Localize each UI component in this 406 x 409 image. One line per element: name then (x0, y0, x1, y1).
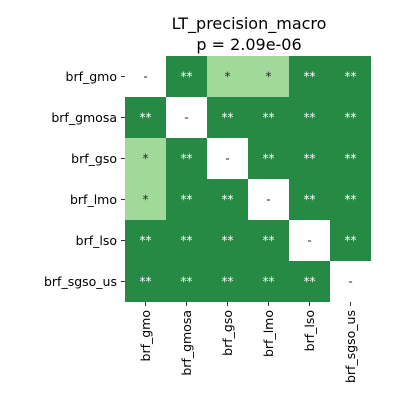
cell-annotation: * (143, 152, 149, 166)
cell-annotation: ** (345, 193, 357, 207)
cell-annotation: ** (263, 111, 275, 125)
row-tick-labels: brf_gmo brf_gmosa brf_gso brf_lmo brf_lsobrf… (44, 69, 125, 289)
column-tick-label: brf_gso (220, 310, 235, 356)
column-tick-label: brf_sgso_us (343, 310, 358, 383)
cell-annotation: ** (263, 234, 275, 248)
row-tick-label: brf_gso (71, 151, 117, 166)
cell-annotation: ** (222, 111, 234, 125)
heatmap-cells: - ** * * ** **** - ** ** ** *** ** - ** ** *** ** ** - ** **… (125, 56, 371, 302)
cell-annotation: ** (140, 275, 152, 289)
cell-annotation: - (266, 193, 270, 207)
cell-annotation: ** (345, 111, 357, 125)
cell-annotation: ** (181, 193, 193, 207)
cell-annotation: ** (140, 111, 152, 125)
chart-subtitle: p = 2.09e-06 (196, 35, 301, 54)
cell-annotation: ** (345, 152, 357, 166)
column-tick-label: brf_gmo (138, 310, 153, 361)
cell-annotation: - (184, 111, 188, 125)
row-tick-label: brf_lso (76, 233, 117, 248)
cell-annotation: ** (304, 111, 316, 125)
cell-annotation: ** (304, 152, 316, 166)
row-tick-label: brf_sgso_us (44, 274, 117, 289)
cell-annotation: * (225, 70, 231, 84)
cell-annotation: ** (304, 70, 316, 84)
row-tick-label: brf_gmosa (51, 110, 117, 125)
row-tick-label: brf_lmo (70, 192, 117, 207)
column-tick-label: brf_gmosa (179, 310, 194, 376)
cell-annotation: ** (304, 275, 316, 289)
column-tick-label: brf_lso (302, 310, 317, 351)
cell-annotation: ** (140, 234, 152, 248)
cell-annotation: ** (222, 275, 234, 289)
chart-title: LT_precision_macro (172, 14, 327, 34)
cell-annotation: ** (263, 275, 275, 289)
cell-annotation: - (225, 152, 229, 166)
cell-annotation: - (307, 234, 311, 248)
cell-annotation: ** (222, 193, 234, 207)
cell-annotation: ** (181, 70, 193, 84)
cell-annotation: * (266, 70, 272, 84)
cell-annotation: ** (222, 234, 234, 248)
cell-annotation: ** (304, 193, 316, 207)
cell-annotation: ** (181, 275, 193, 289)
cell-annotation: - (348, 275, 352, 289)
cell-annotation: ** (181, 152, 193, 166)
cell-annotation: ** (181, 234, 193, 248)
cell-annotation: ** (345, 234, 357, 248)
cell-annotation: ** (263, 152, 275, 166)
row-tick-label: brf_gmo (66, 69, 117, 84)
cell-annotation: - (143, 70, 147, 84)
cell-annotation: * (143, 193, 149, 207)
cell-annotation: ** (345, 70, 357, 84)
column-tick-label: brf_lmo (261, 310, 276, 357)
column-tick-labels: brf_gmo brf_gmosa brf_gso brf_lmo brf_lso brf… (138, 302, 358, 383)
